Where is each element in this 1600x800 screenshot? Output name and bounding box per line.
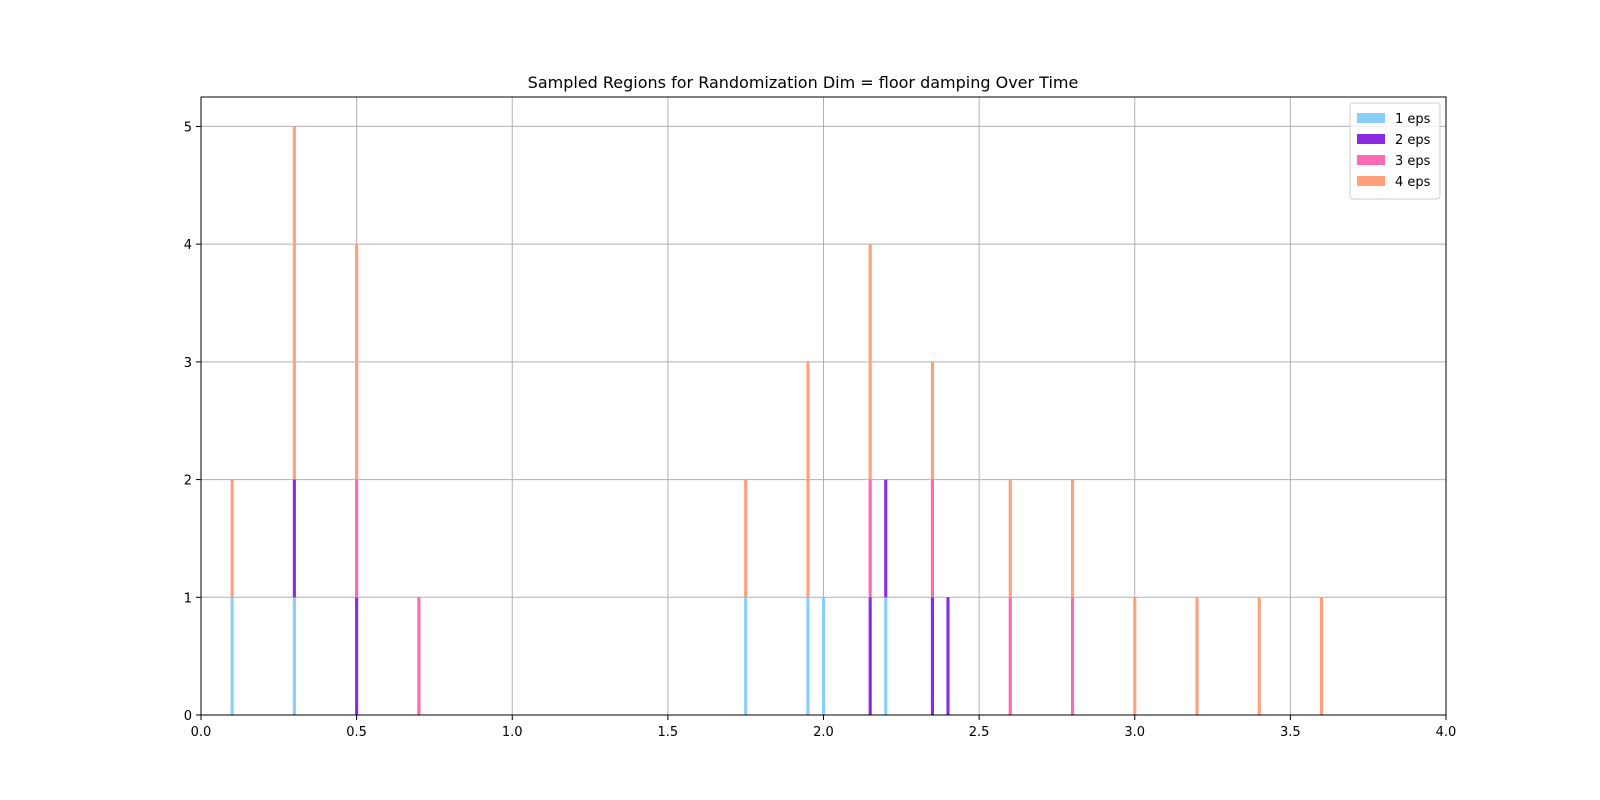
bar-series-4-bin-2: [292, 126, 296, 480]
bar-series-4-bin-1: [230, 479, 234, 598]
legend-swatch-3: [1357, 155, 1385, 165]
bar-series-4-bin-3: [355, 244, 359, 480]
x-tick-label: 0.5: [346, 725, 367, 740]
bar-series-2-bin-6: [946, 597, 950, 715]
bar-series-4-bin-5: [806, 361, 810, 598]
bar-series-2-bin-1: [292, 479, 296, 598]
y-tick-label: 1: [184, 591, 192, 606]
bar-series-2-bin-3: [868, 597, 872, 715]
bar-series-4-bin-13: [1319, 597, 1324, 715]
bar-series-2-bin-4: [884, 479, 888, 598]
bar-series-3-bin-2: [417, 597, 421, 715]
legend: 1 eps 2 eps 3 eps 4 eps: [1349, 102, 1441, 200]
bar-series-4-bin-9: [1070, 479, 1075, 598]
bar-series-3-bin-3: [868, 479, 872, 598]
y-tick-label: 2: [184, 474, 192, 489]
y-tick-label: 4: [184, 238, 192, 253]
bar-series-1-bin-4: [806, 597, 810, 715]
x-tick-label: 3.5: [1280, 725, 1301, 740]
bars-group: [230, 126, 1324, 715]
legend-label-4: 4 eps: [1395, 175, 1431, 190]
legend-box: [1349, 102, 1441, 200]
legend-label-3: 3 eps: [1395, 154, 1431, 169]
bar-series-4-bin-7: [930, 361, 934, 480]
axes: 0.0 0.5 1.0 1.5 2.0 2.5 3.0 3.5 4.0 0 1 2 3 4 5: [184, 96, 1457, 740]
y-tick-label: 0: [184, 709, 192, 724]
legend-swatch-1: [1357, 113, 1385, 123]
legend-label-1: 1 eps: [1395, 112, 1431, 127]
bar-series-1-bin-5: [821, 597, 826, 715]
x-tick-label: 2.0: [813, 725, 834, 740]
bar-series-1-bin-2: [292, 597, 296, 715]
bar-series-4-bin-11: [1195, 597, 1199, 715]
bar-series-4-bin-10: [1133, 597, 1137, 715]
x-tick-label: 3.0: [1124, 725, 1145, 740]
x-tick-label: 0.0: [191, 725, 212, 740]
x-tick-label: 2.5: [969, 725, 990, 740]
bar-series-3-bin-1: [355, 479, 359, 598]
chart-title: Sampled Regions for Randomization Dim = …: [528, 73, 1079, 92]
bar-series-1-bin-3: [744, 597, 748, 715]
bar-series-3-bin-4: [930, 479, 934, 598]
bar-series-4-bin-4: [744, 479, 748, 598]
bar-series-3-bin-5: [1008, 597, 1012, 715]
x-tick-label: 1.0: [502, 725, 523, 740]
y-tick-label: 3: [184, 356, 192, 371]
bar-series-1-bin-1: [230, 597, 234, 715]
bar-series-1-bin-6: [884, 597, 888, 715]
x-tick-label: 4.0: [1436, 725, 1457, 740]
legend-swatch-4: [1357, 176, 1385, 186]
y-tick-label: 5: [184, 120, 192, 135]
bar-series-2-bin-2: [355, 597, 359, 715]
bar-series-4-bin-6: [868, 244, 872, 480]
x-tick-label: 1.5: [658, 725, 679, 740]
bar-series-2-bin-5: [930, 597, 934, 715]
legend-label-2: 2 eps: [1395, 133, 1431, 148]
bar-series-4-bin-8: [1008, 479, 1012, 598]
bar-series-4-bin-12: [1257, 597, 1261, 715]
legend-swatch-2: [1357, 134, 1385, 144]
bar-series-3-bin-6: [1070, 597, 1075, 715]
